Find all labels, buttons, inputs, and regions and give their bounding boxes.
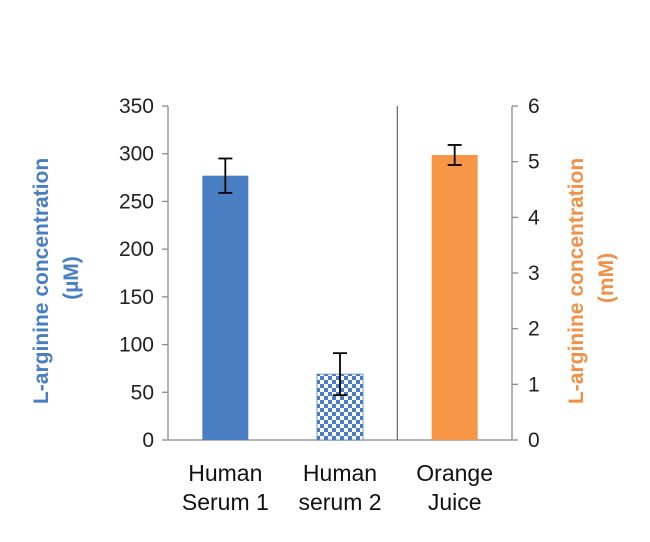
- right-y-axis: 0 1 2 3 4 5 6: [511, 95, 540, 452]
- right-axis-tick-label: 2: [528, 318, 540, 341]
- left-axis-tick-label: 150: [119, 286, 154, 309]
- left-axis-tick-label: 300: [119, 143, 154, 166]
- category-labels: Human Serum 1 Human serum 2 Orange Juice: [182, 460, 493, 515]
- category-label: Juice: [428, 489, 482, 515]
- left-axis-tick-label: 350: [119, 95, 154, 118]
- category-label: Orange: [416, 460, 493, 486]
- right-axis-tick-label: 0: [528, 429, 540, 452]
- bar: [202, 175, 249, 441]
- right-axis-tick-label: 5: [528, 151, 540, 174]
- left-y-axis-label-line2: (µM): [60, 256, 83, 300]
- left-axis-tick-label: 250: [119, 190, 154, 213]
- right-axis-tick-label: 4: [528, 206, 540, 229]
- left-axis-tick-label: 200: [119, 238, 154, 261]
- right-y-axis-label-line1: L-arginine concentration: [565, 158, 588, 404]
- right-axis-tick-label: 1: [528, 373, 540, 396]
- left-y-axis-label-line1: L-arginine concentration: [30, 158, 53, 404]
- right-y-axis-label: L-arginine concentration (mM): [565, 152, 618, 404]
- left-axis-tick-label: 50: [131, 381, 154, 404]
- right-axis-tick-label: 6: [528, 95, 540, 118]
- right-axis-tick-label: 3: [528, 262, 540, 285]
- bar: [431, 154, 478, 440]
- category-label: serum 2: [298, 489, 381, 515]
- left-y-axis-label: L-arginine concentration (µM): [30, 152, 83, 404]
- left-axis-tick-label: 0: [142, 429, 154, 452]
- category-label: Human: [303, 460, 377, 486]
- bars: [202, 144, 478, 441]
- category-label: Serum 1: [182, 489, 269, 515]
- right-y-axis-label-line2: (mM): [595, 253, 618, 303]
- category-label: Human: [188, 460, 262, 486]
- left-axis-tick-label: 100: [119, 334, 154, 357]
